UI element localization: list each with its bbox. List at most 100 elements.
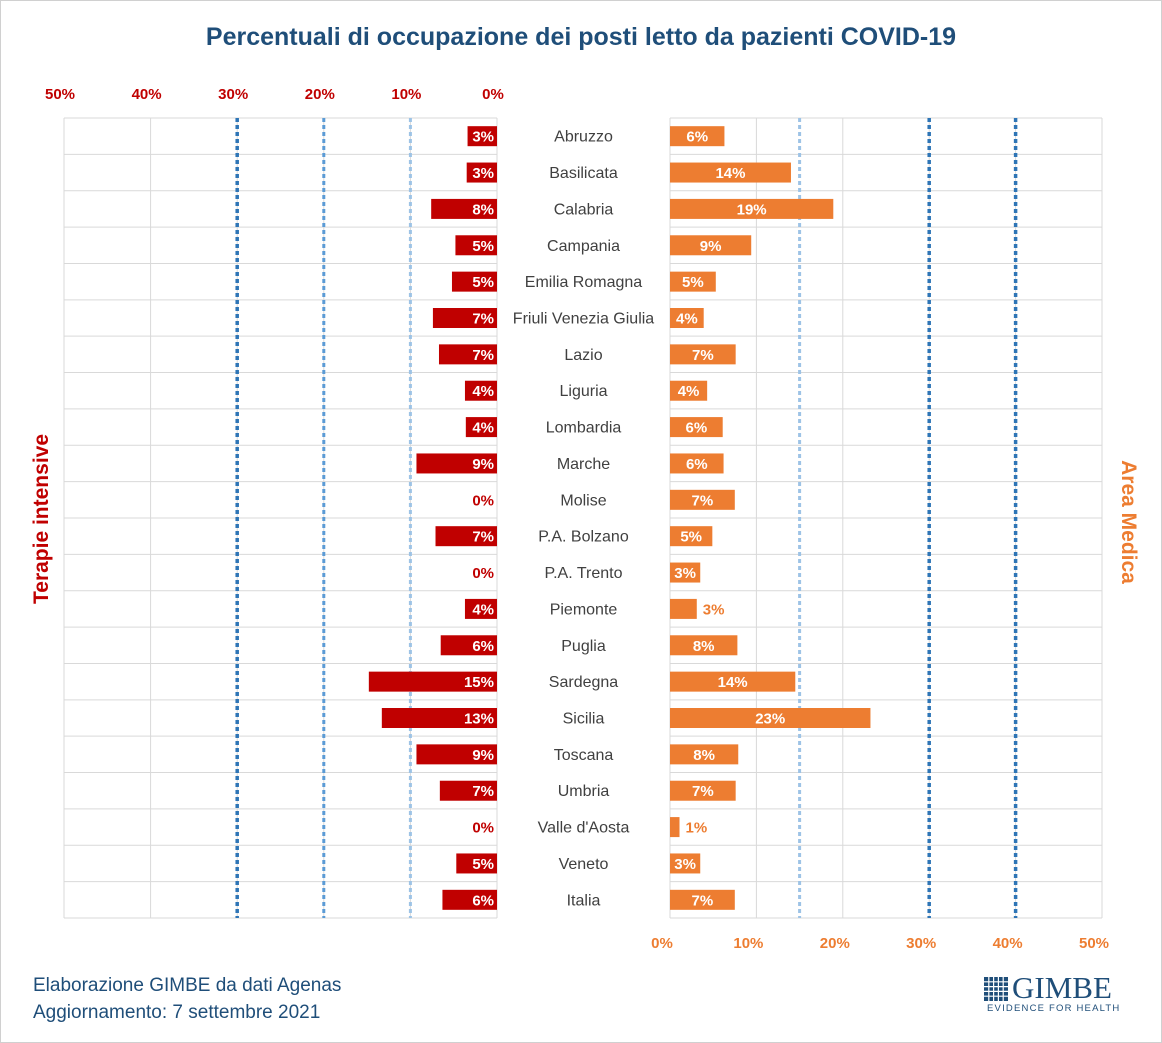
tick-label-left: 10%: [391, 86, 421, 103]
bar-terapie-intensive: [435, 526, 497, 547]
category-label: Toscana: [554, 747, 614, 764]
bar-area-medica: [670, 344, 736, 365]
data-label-area-medica: 23%: [755, 711, 785, 728]
data-label-area-medica: 14%: [718, 674, 748, 691]
bar-area-medica: [670, 780, 736, 801]
tick-label-right: 0%: [651, 935, 673, 952]
gimbe-logo: GIMBE EVIDENCE FOR HEALTH: [984, 970, 1119, 1016]
tick-label-right: 50%: [1079, 935, 1109, 952]
bar-terapie-intensive: [438, 344, 497, 365]
logo-tagline: EVIDENCE FOR HEALTH: [987, 1003, 1121, 1014]
right-axis-title: Area Medica: [1117, 460, 1140, 584]
category-label: Valle d'Aosta: [538, 820, 630, 837]
data-label-terapie-intensive: 7%: [472, 347, 494, 364]
category-label: P.A. Bolzano: [538, 529, 629, 546]
data-label-area-medica: 7%: [692, 492, 714, 509]
data-label-area-medica: 4%: [676, 311, 698, 328]
category-label: Umbria: [558, 783, 610, 800]
category-label: Lombardia: [546, 420, 622, 437]
bar-area-medica: [670, 162, 791, 183]
data-labels: 3% 6% Abruzzo 3% 14% Basilicata 8% 19% Calabria 5…: [464, 129, 785, 910]
tick-label-right: 20%: [820, 935, 850, 952]
logo-grid-icon: [984, 977, 1008, 1001]
data-label-area-medica: 5%: [680, 529, 702, 546]
category-label: Marche: [557, 456, 610, 473]
data-label-terapie-intensive: 5%: [472, 856, 494, 873]
footer: Elaborazione GIMBE da dati Agenas Aggior…: [33, 972, 341, 1026]
bar-area-medica: [670, 562, 701, 583]
category-label: Lazio: [564, 347, 602, 364]
data-label-terapie-intensive: 4%: [472, 383, 494, 400]
data-label-terapie-intensive: 9%: [472, 747, 494, 764]
bar-area-medica: [670, 271, 716, 292]
data-label-area-medica: 14%: [715, 165, 745, 182]
bar-terapie-intensive: [442, 889, 497, 910]
tick-label-left: 40%: [132, 86, 162, 103]
bar-area-medica: [670, 380, 708, 401]
data-label-terapie-intensive: 4%: [472, 601, 494, 618]
data-label-area-medica: 6%: [686, 420, 708, 437]
reference-lines: [235, 118, 1018, 918]
data-label-area-medica: 3%: [674, 856, 696, 873]
bar-area-medica: [670, 635, 738, 656]
data-label-area-medica: 7%: [692, 347, 714, 364]
bar-area-medica: [670, 417, 723, 438]
data-label-terapie-intensive: 7%: [472, 311, 494, 328]
chart-title: Percentuali di occupazione dei posti let…: [206, 23, 956, 51]
bar-area-medica: [670, 308, 704, 328]
data-label-terapie-intensive: 3%: [472, 165, 494, 182]
category-label: P.A. Trento: [545, 565, 623, 582]
category-label: Campania: [547, 238, 620, 255]
data-label-terapie-intensive: 15%: [464, 674, 494, 691]
bar-area-medica: [670, 889, 735, 910]
bar-area-medica: [670, 198, 834, 219]
data-label-area-medica: 7%: [692, 783, 714, 800]
data-label-area-medica: 8%: [693, 747, 715, 764]
bars: [368, 126, 871, 910]
data-label-terapie-intensive: 3%: [472, 129, 494, 146]
bar-terapie-intensive: [467, 126, 497, 147]
category-label: Calabria: [554, 201, 614, 218]
bar-area-medica: [670, 235, 752, 256]
bar-terapie-intensive: [464, 380, 497, 401]
data-label-area-medica: 6%: [686, 129, 708, 146]
category-label: Sardegna: [549, 674, 618, 691]
bar-terapie-intensive: [451, 271, 497, 292]
bar-area-medica: [670, 598, 697, 619]
bar-area-medica: [670, 453, 724, 474]
data-label-area-medica: 3%: [674, 565, 696, 582]
data-label-terapie-intensive: 6%: [472, 638, 494, 655]
bar-area-medica: [670, 126, 725, 147]
bar-area-medica: [670, 853, 701, 874]
data-label-terapie-intensive: 0%: [472, 492, 494, 509]
tick-label-left: 20%: [305, 86, 335, 103]
category-label: Veneto: [559, 856, 609, 873]
tick-label-right: 30%: [906, 935, 936, 952]
bar-area-medica: [670, 744, 739, 765]
bar-area-medica: [670, 526, 713, 547]
bar-terapie-intensive: [440, 635, 497, 656]
data-label-area-medica: 5%: [682, 274, 704, 291]
category-label: Molise: [560, 492, 606, 509]
data-label-terapie-intensive: 0%: [472, 565, 494, 582]
bar-area-medica: [670, 817, 680, 838]
bar-terapie-intensive: [381, 708, 497, 728]
bar-terapie-intensive: [416, 453, 497, 474]
bar-area-medica: [670, 489, 735, 510]
tick-label-left: 30%: [218, 86, 248, 103]
bar-terapie-intensive: [368, 671, 497, 692]
bar-terapie-intensive: [466, 162, 497, 183]
left-axis-title: Terapie intensive: [30, 434, 53, 604]
data-label-terapie-intensive: 5%: [472, 238, 494, 255]
data-label-area-medica: 7%: [692, 892, 714, 909]
category-label: Emilia Romagna: [525, 274, 642, 291]
tick-label-right: 10%: [733, 935, 763, 952]
category-label: Abruzzo: [554, 129, 613, 146]
data-label-area-medica: 6%: [686, 456, 708, 473]
data-label-terapie-intensive: 5%: [472, 274, 494, 291]
data-label-area-medica: 1%: [686, 820, 708, 837]
data-label-terapie-intensive: 6%: [472, 892, 494, 909]
data-label-terapie-intensive: 9%: [472, 456, 494, 473]
bar-terapie-intensive: [464, 598, 497, 619]
